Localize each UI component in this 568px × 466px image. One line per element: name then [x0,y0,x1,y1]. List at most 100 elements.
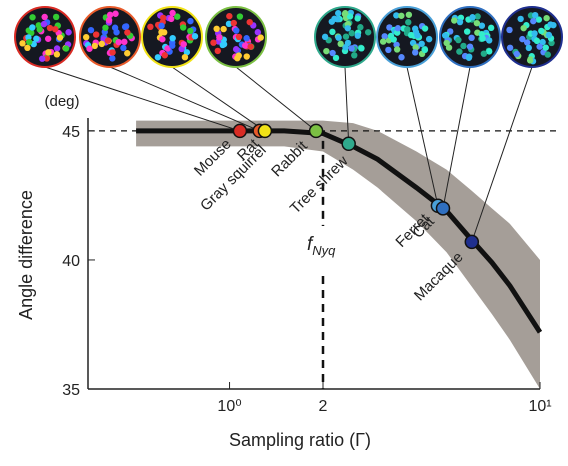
mosaic-cell [322,34,328,40]
y-tick-label: 45 [62,124,80,141]
mosaic-cell [323,48,329,54]
mosaic-cell [168,16,174,22]
mosaic-cell [169,35,175,41]
mosaic-cell [233,27,239,33]
mosaic-cell [406,12,412,18]
mosaic-cell [41,14,47,20]
mosaic-cell [335,34,341,40]
mosaic-cell [337,41,343,47]
mosaic-cell [358,45,364,51]
mosaic-cell [519,36,525,42]
data-point [233,124,246,137]
mosaic-cell [467,43,473,49]
mosaic-cell [39,56,45,62]
mosaic-cell [514,51,520,57]
mosaic-cell [109,49,115,55]
mosaic-cell [342,10,348,16]
mosaic-cell [468,35,474,41]
mosaic-cell [536,43,542,49]
mosaic-cell [237,13,243,19]
mosaic-cell [65,29,71,35]
mosaic-cell [115,39,121,45]
mosaic-cell [520,25,526,31]
mosaic-cell [24,45,30,51]
mosaic-cell [474,20,480,26]
mosaic-cell [534,38,540,44]
mosaic-cell [41,21,47,27]
mosaic-cell [391,36,397,42]
annotation-subscript: Nyq [312,243,336,258]
mosaic-cell [426,36,432,42]
mosaic-cell [488,25,494,31]
mosaic-cell [192,33,198,39]
mosaic-cell [169,43,175,49]
mosaic-cell [365,29,371,35]
mosaic-cell [124,29,130,35]
mosaic-cell [507,45,513,51]
mosaic-cell [380,38,386,44]
mosaic-cell [517,16,523,22]
y-tick-label: 40 [62,253,80,270]
mosaic-cell [395,25,401,31]
data-point [258,124,271,137]
chart: (deg) Sampling ratio (Γ) Angle differenc… [0,0,568,461]
mosaic-cell [530,18,536,24]
mosaic-cell [242,42,248,48]
mosaic-cell [158,23,164,29]
mosaic-cell [385,47,391,53]
mosaic-cell [226,13,232,19]
mosaic-cell [457,19,463,25]
mosaic-cell [54,51,60,57]
mosaic-cell [106,17,112,23]
mosaic-cell [53,14,59,20]
mosaic-cell [220,42,226,48]
mosaic-cell [345,25,351,31]
mosaic-cell [26,39,32,45]
mosaic-cell [455,37,461,43]
mosaic-cell [47,25,53,31]
mosaic-cell [456,48,462,54]
mosaic-cell [220,26,226,32]
mosaic-cell [422,25,428,31]
mosaic-cell [155,54,161,60]
mosaic-cell [124,50,130,56]
mosaic-cell [169,10,175,16]
mosaic-cell [29,24,35,30]
mosaic-cell [45,36,51,42]
mosaic-cell [546,32,552,38]
mosaic-cell [88,27,94,33]
mosaic-cell [479,31,485,37]
mosaic-cell [54,45,60,51]
mosaic-cell [37,26,43,32]
mosaic-cell [405,19,411,25]
mosaic-cell [158,29,164,35]
mosaic-cell [354,15,360,21]
mosaic-cell [102,25,108,31]
mosaic-cell [345,40,351,46]
mosaic-cell [29,14,35,20]
mosaic-cell [105,37,111,43]
mosaic-cell [215,48,221,54]
mosaic-cell [348,45,354,51]
mosaic-cell [547,21,553,27]
x-tick-label: 10⁰ [217,398,241,415]
mosaic-cell [99,41,105,47]
x-tick-label: 2 [319,398,328,415]
mosaic-cell [351,52,357,58]
mosaic-cell [414,32,420,38]
mosaic-cell [83,34,89,40]
data-point [310,124,323,137]
mosaic-cell [187,18,193,24]
x-axis-label: Sampling ratio (Γ) [229,430,371,450]
mosaic-cell [343,33,349,39]
mosaic-cell [231,20,237,26]
mosaic-cell [531,30,537,36]
mosaic-cell [412,49,418,55]
mosaic-cell [182,54,188,60]
mosaic-cell [460,43,466,49]
mosaic-cell [532,12,538,18]
mosaic-cell [357,24,363,30]
mosaic-cell [147,24,153,30]
mosaic-cell [355,32,361,38]
mosaic-cell [93,31,99,37]
